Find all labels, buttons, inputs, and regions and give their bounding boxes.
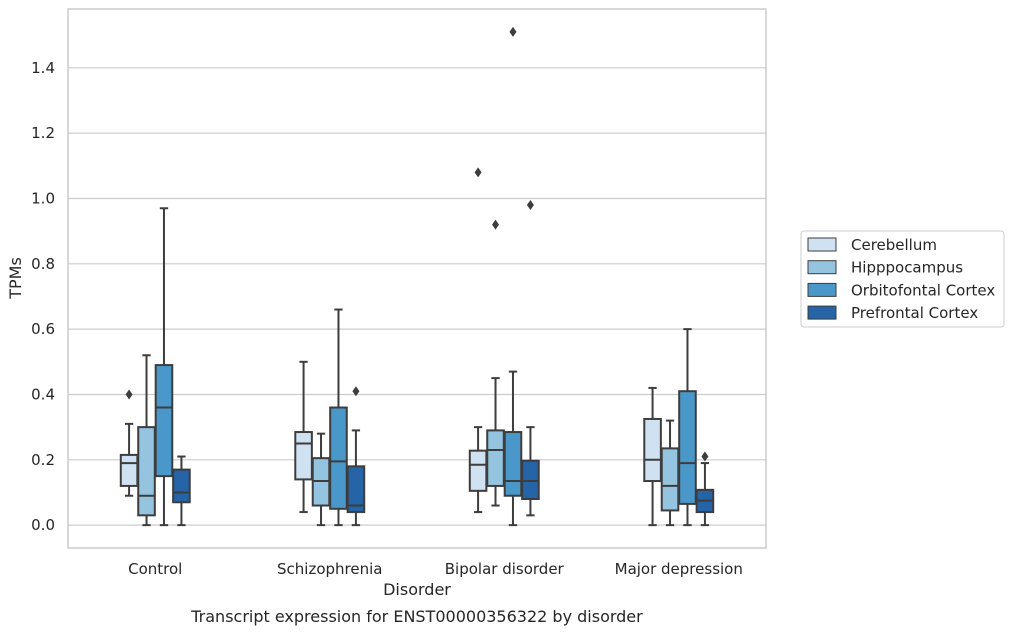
outlier-point — [352, 386, 360, 397]
boxes-layer — [119, 26, 715, 527]
y-tick-label: 1.0 — [31, 189, 55, 207]
y-tick-labels: 0.0 0.2 0.4 0.6 0.8 1.0 1.2 1.4 — [31, 59, 55, 534]
outlier-point — [492, 219, 500, 230]
box-2-0 — [154, 207, 174, 527]
y-tick-label: 0.4 — [31, 385, 55, 403]
x-axis-label: Disorder — [383, 580, 451, 599]
box-body — [643, 417, 662, 483]
legend-swatch — [807, 237, 837, 252]
legend: Cerebellum Hipppocampus Orbitofontal Corte… — [800, 230, 1005, 328]
box-body — [137, 426, 156, 517]
y-tick-label: 0.0 — [31, 516, 55, 534]
outlier-point — [701, 451, 709, 462]
x-tick-label: Control — [128, 560, 182, 578]
y-tick-label: 1.2 — [31, 124, 55, 142]
box-body — [521, 459, 540, 500]
box-body — [486, 429, 505, 487]
x-tick-label: Major depression — [615, 560, 743, 578]
y-tick-label: 1.4 — [31, 59, 55, 77]
box-body — [678, 390, 697, 505]
x-tick-label: Schizophrenia — [277, 560, 382, 578]
outlier-point — [125, 389, 133, 400]
legend-label: Orbitofontal Cortex — [851, 281, 995, 299]
legend-swatch — [807, 305, 837, 320]
legend-swatch — [807, 282, 837, 297]
chart-title: Transcript expression for ENST0000035632… — [190, 607, 643, 626]
outlier-point — [509, 26, 517, 37]
y-tick-label: 0.8 — [31, 255, 55, 273]
box-body — [503, 431, 523, 497]
plot-frame — [67, 8, 767, 549]
legend-swatch — [807, 260, 837, 275]
box-0-0 — [119, 389, 139, 497]
box-body — [294, 431, 313, 481]
box-3-0 — [172, 455, 191, 527]
box-0-1 — [294, 360, 313, 514]
y-axis-label: TPMs — [6, 257, 25, 300]
y-tick-label: 0.2 — [31, 451, 55, 469]
box-3-2 — [521, 200, 540, 517]
box-1-2 — [486, 219, 505, 507]
box-2-2 — [503, 26, 523, 527]
legend-label: Hipppocampus — [851, 259, 963, 277]
legend-frame — [800, 230, 1005, 328]
legend-label: Prefrontal Cortex — [851, 304, 978, 322]
box-body — [346, 465, 366, 514]
box-body — [154, 364, 174, 478]
box-body — [660, 447, 680, 512]
box-body — [119, 453, 139, 487]
outlier-point — [526, 200, 534, 210]
box-3-3 — [695, 451, 715, 527]
box-2-1 — [329, 308, 348, 527]
box-3-1 — [346, 386, 366, 527]
box-body — [468, 449, 488, 492]
box-body — [172, 468, 191, 504]
x-tick-labels: Control Schizophrenia Bipolar disorder Majo… — [128, 560, 743, 578]
box-2-3 — [678, 328, 697, 527]
legend-label: Cerebellum — [851, 236, 937, 254]
x-tick-label: Bipolar disorder — [445, 560, 565, 578]
box-body — [329, 406, 348, 510]
outlier-point — [474, 167, 482, 178]
y-tick-label: 0.6 — [31, 320, 55, 338]
